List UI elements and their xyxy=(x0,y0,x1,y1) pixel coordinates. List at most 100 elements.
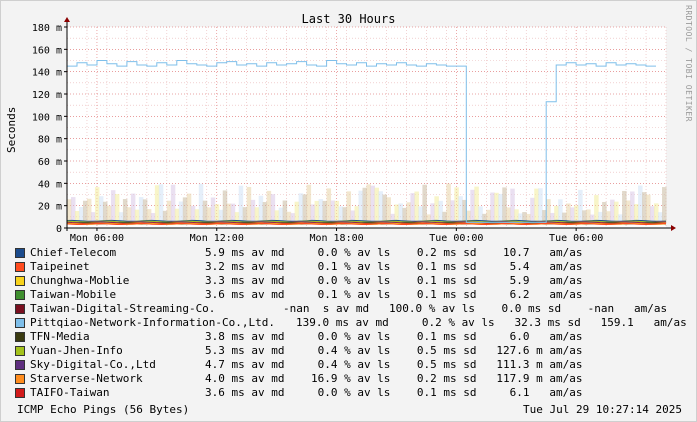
smoke-band xyxy=(610,199,615,224)
smoke-band xyxy=(298,193,304,224)
legend-stats: -nan s av md 100.0 % av ls 0.0 ms sd -na… xyxy=(283,302,668,315)
smoke-band xyxy=(322,200,328,224)
smoke-band xyxy=(174,208,180,224)
smoke-band xyxy=(602,201,607,224)
smoke-band xyxy=(434,196,439,224)
smoke-band xyxy=(290,213,296,224)
legend-name: Chief-Telecom xyxy=(30,246,117,259)
y-tick-label: 40 m xyxy=(38,179,62,190)
y-tick-label: 0 xyxy=(56,224,62,235)
smoke-band xyxy=(334,200,340,224)
footer-timestamp: Tue Jul 29 10:27:14 2025 xyxy=(523,403,682,416)
smoke-band xyxy=(390,213,395,224)
y-tick-label: 20 m xyxy=(38,202,62,213)
smoke-band xyxy=(326,188,332,224)
smoke-band xyxy=(102,201,108,224)
smoke-band xyxy=(90,212,96,224)
smoke-band xyxy=(554,205,559,224)
smoke-band xyxy=(218,209,224,224)
legend-name: Pittqiao-Network-Information-Co.,Ltd. xyxy=(30,316,276,329)
series-line-main xyxy=(67,60,656,223)
smoke-band xyxy=(562,212,567,224)
smoke-band xyxy=(222,190,228,224)
smoke-band xyxy=(506,207,511,224)
smoke-band xyxy=(170,184,176,224)
smoke-band xyxy=(338,206,344,224)
smoke-band xyxy=(486,209,491,224)
legend-swatch xyxy=(15,304,25,314)
smoke-band xyxy=(482,213,487,224)
smoke-band xyxy=(110,190,116,224)
smoke-band xyxy=(422,184,427,224)
smoke-band xyxy=(250,199,256,224)
smoke-band xyxy=(626,200,631,224)
legend-swatch xyxy=(15,248,25,258)
legend-stats: 3.8 ms av md 0.0 % av ls 0.1 ms sd 6.0 a… xyxy=(205,330,583,343)
y-tick-label: 80 m xyxy=(38,135,62,146)
x-tick-label: Mon 06:00 xyxy=(70,233,124,241)
smoke-band xyxy=(446,183,451,224)
legend-stats: 3.6 ms av md 0.0 % av ls 0.1 ms sd 6.1 a… xyxy=(205,386,583,399)
smoke-band xyxy=(438,200,443,224)
smoke-band xyxy=(538,188,543,224)
legend-name: TAIFO-Taiwan xyxy=(30,386,110,399)
smoke-band xyxy=(522,212,527,224)
legend-name: Chunghwa-Moblie xyxy=(30,274,130,287)
smoke-band xyxy=(266,190,272,224)
smoke-band xyxy=(282,200,288,224)
y-axis-arrow xyxy=(64,17,70,22)
smoke-band xyxy=(194,209,200,224)
smoke-band xyxy=(502,187,507,224)
smoke-band xyxy=(470,189,475,224)
smoke-band xyxy=(394,204,399,224)
smoke-band xyxy=(346,191,352,224)
smoke-band xyxy=(94,187,100,224)
legend-name: Taiwan-Mobile xyxy=(30,288,117,301)
smoke-band xyxy=(426,214,431,224)
smoke-band xyxy=(378,191,383,224)
smoke-band xyxy=(414,191,419,224)
smoke-band xyxy=(566,203,571,224)
legend-stats: 5.9 ms av md 0.0 % av ls 0.2 ms sd 10.7 … xyxy=(205,246,583,259)
smoke-band xyxy=(230,203,236,224)
smoke-band xyxy=(302,194,308,224)
smoke-band xyxy=(306,184,312,224)
smoke-band xyxy=(586,209,591,224)
legend-swatch xyxy=(15,262,25,272)
smoke-band xyxy=(606,211,611,224)
smoke-band xyxy=(114,194,120,224)
smoke-band xyxy=(638,185,643,224)
smoke-band xyxy=(254,207,260,224)
smoke-band xyxy=(206,207,212,224)
smoke-band xyxy=(386,197,391,224)
smoke-band xyxy=(574,205,579,224)
legend-stats: 3.2 ms av md 0.1 % av ls 0.1 ms sd 5.4 a… xyxy=(205,260,583,273)
smoke-band xyxy=(150,213,156,224)
smoke-band xyxy=(166,200,172,224)
smoke-band xyxy=(462,199,467,224)
smoke-band xyxy=(530,197,535,224)
smoke-band xyxy=(258,195,264,224)
legend-swatch xyxy=(15,388,25,398)
smoke-band xyxy=(362,187,367,224)
smoke-band xyxy=(314,200,320,224)
smoke-band xyxy=(214,204,220,224)
smoke-band xyxy=(354,206,360,224)
smoke-band xyxy=(546,199,551,224)
smoke-band xyxy=(242,207,248,224)
x-tick-label: Mon 12:00 xyxy=(190,233,244,241)
smoke-band xyxy=(382,194,387,224)
smoke-band xyxy=(294,201,300,224)
legend-swatch xyxy=(15,276,25,286)
x-tick-label: Mon 18:00 xyxy=(309,233,363,241)
smoke-band xyxy=(550,212,555,224)
smoke-band xyxy=(162,210,168,224)
smoke-band xyxy=(86,198,92,224)
smoke-band xyxy=(598,211,603,224)
smoke-band xyxy=(118,212,124,224)
smoke-band xyxy=(578,189,583,224)
smoke-band xyxy=(590,214,595,224)
smoke-band xyxy=(498,193,503,224)
smoke-band xyxy=(246,186,252,224)
